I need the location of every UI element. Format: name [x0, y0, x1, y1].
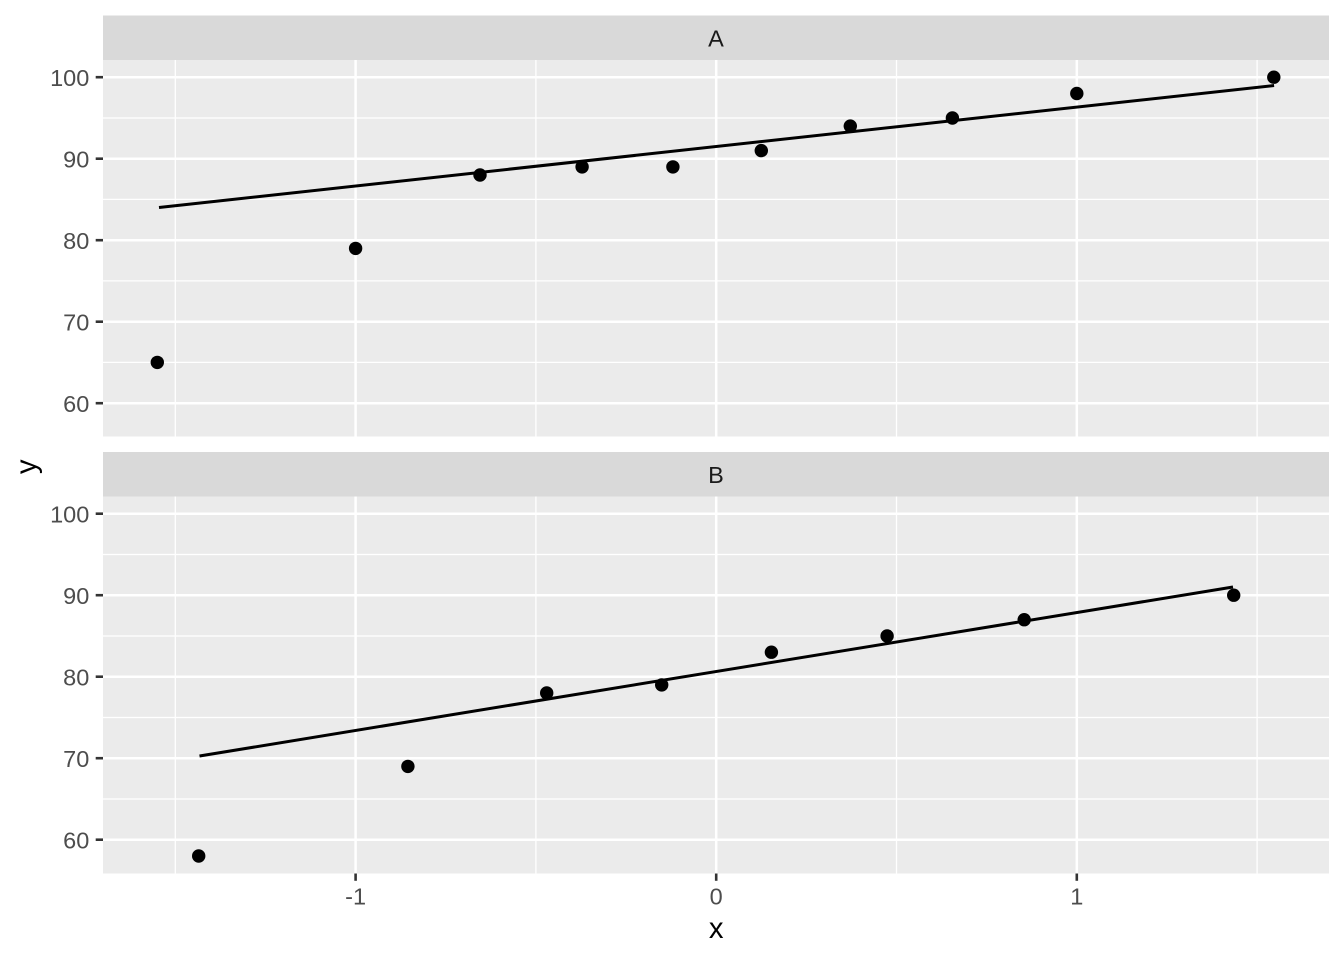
svg-text:80: 80 [63, 664, 89, 690]
svg-text:-1: -1 [345, 883, 366, 909]
svg-text:70: 70 [63, 746, 89, 772]
svg-text:60: 60 [63, 827, 89, 853]
svg-text:y: y [10, 459, 43, 474]
svg-text:90: 90 [63, 146, 89, 172]
svg-text:0: 0 [710, 883, 723, 909]
svg-text:100: 100 [50, 501, 89, 527]
svg-text:90: 90 [63, 583, 89, 609]
svg-text:A: A [708, 26, 724, 52]
svg-text:80: 80 [63, 228, 89, 254]
svg-text:B: B [708, 462, 724, 488]
svg-text:60: 60 [63, 391, 89, 417]
svg-text:70: 70 [63, 309, 89, 335]
svg-text:1: 1 [1070, 883, 1083, 909]
svg-text:100: 100 [50, 65, 89, 91]
svg-text:x: x [709, 912, 724, 945]
